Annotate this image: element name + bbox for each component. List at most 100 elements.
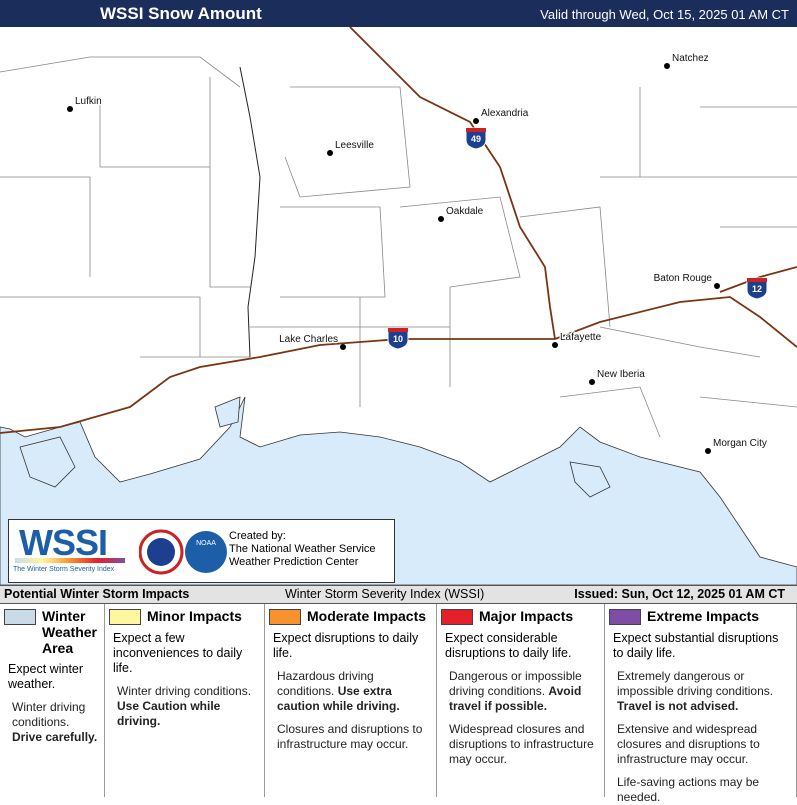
state-line [239, 66, 261, 358]
impact-bullet: Life-saving actions may be needed. [617, 775, 792, 805]
legend-header: Moderate Impacts [269, 608, 432, 625]
impacts-label: Potential Winter Storm Impacts [4, 587, 190, 601]
legend-header: Major Impacts [441, 608, 600, 625]
noaa-text: NOAA [196, 540, 216, 547]
bullet-text: Life-saving actions may be needed. [617, 775, 760, 804]
city-label: New Iberia [597, 369, 645, 380]
city-dot [340, 344, 346, 350]
city-label: Lufkin [75, 96, 102, 107]
city-label: Lafayette [560, 332, 602, 343]
summary: Expect considerable disruptions to daily… [445, 631, 572, 660]
city-dot [67, 106, 73, 112]
bullet-text: Extensive and widespread closures and di… [617, 722, 760, 766]
legend-header: Winter Weather Area [4, 608, 100, 656]
bullet-text: Widespread closures and disruptions to i… [449, 722, 594, 766]
city-dot [552, 342, 558, 348]
impact-bullet: Winter driving conditions. Use Caution w… [117, 684, 260, 729]
legend-column: Extreme Impacts Expect substantial disrup… [605, 604, 797, 804]
shield-number: 12 [752, 284, 762, 294]
city-dot [473, 118, 479, 124]
bullet-text: Dangerous or impossible driving conditio… [449, 669, 582, 698]
impact-bullet: Hazardous driving conditions. Use extra … [277, 669, 432, 714]
legend-column: Minor Impacts Expect a few inconveniences… [105, 604, 265, 797]
level-title: Winter Weather Area [42, 608, 97, 656]
swatch [609, 609, 641, 625]
city-label: Natchez [672, 53, 709, 64]
bullet-text: Winter driving conditions. [12, 700, 86, 729]
legend-column: Moderate Impacts Expect disruptions to da… [265, 604, 437, 797]
shield [387, 327, 409, 350]
interstate-12 [719, 266, 797, 293]
city-dot [589, 379, 595, 385]
bullet-text: Extremely dangerous or impossible drivin… [617, 669, 774, 698]
nws-center [147, 538, 175, 566]
impact-bullet: Extremely dangerous or impossible drivin… [617, 669, 792, 714]
bullet-text: Closures and disruptions to infrastructu… [277, 722, 423, 751]
city-dot [664, 63, 670, 69]
credit-line: Weather Prediction Center [229, 556, 359, 568]
bullet-emphasis: Drive carefully. [12, 730, 98, 744]
level-title: Moderate Impacts [307, 608, 427, 624]
shield [746, 277, 768, 300]
shields: 49 10 12 [387, 127, 768, 350]
swatch [441, 609, 473, 625]
legend-header: Extreme Impacts [609, 608, 792, 625]
swatch [269, 609, 301, 625]
agency-logos: NOAA [139, 529, 227, 575]
credit-line: Created by: [229, 530, 286, 542]
legend-header: Minor Impacts [109, 608, 260, 625]
summary: Expect disruptions to daily life. [273, 631, 419, 660]
valid-time: Valid through Wed, Oct 15, 2025 01 AM CT [540, 7, 789, 22]
city-dot [714, 283, 720, 289]
noaa-logo [185, 531, 227, 573]
city-label: Alexandria [481, 108, 529, 119]
bullet-emphasis: Use Caution while driving. [117, 699, 221, 728]
logo-box: WSSI The Winter Storm Severity Index NOA… [8, 519, 395, 583]
color-strip [15, 558, 125, 563]
summary: Expect substantial disruptions to daily … [613, 631, 779, 660]
county-lines [0, 56, 797, 438]
shield-number: 10 [393, 334, 403, 344]
city-label: Lake Charles [279, 334, 338, 345]
bullet-text: Winter driving conditions. [117, 684, 252, 698]
bullet-emphasis: Avoid travel if possible. [449, 684, 582, 713]
interstate-49 [349, 27, 556, 340]
map: Lufkin Leesville Alexandria Natchez Oakdale B… [0, 27, 797, 585]
header: WSSI Snow Amount Valid through Wed, Oct … [0, 0, 797, 27]
summary: Expect winter weather. [8, 662, 84, 691]
impact-bullet: Closures and disruptions to infrastructu… [277, 722, 432, 752]
shield [465, 127, 487, 150]
shield-number: 49 [471, 134, 481, 144]
bullet-emphasis: Use extra caution while driving. [277, 684, 400, 713]
level-title: Major Impacts [479, 608, 574, 624]
swatch [4, 609, 36, 625]
issued: Issued: Sun, Oct 12, 2025 01 AM CT [574, 587, 785, 601]
shield-top [388, 328, 408, 332]
bullet-emphasis: Travel is not advised. [617, 699, 739, 713]
bays [19, 396, 611, 498]
swatch [109, 609, 141, 625]
bullet-text: Hazardous driving conditions. [277, 669, 374, 698]
legend-column: Major Impacts Expect considerable disrupt… [437, 604, 605, 797]
shield-top [747, 278, 767, 282]
shield-top [466, 128, 486, 132]
level-title: Extreme Impacts [647, 608, 760, 624]
city-label: Morgan City [713, 438, 767, 449]
credit: Created by: The National Weather Service W… [229, 530, 376, 569]
legend-column: Winter Weather Area Expect winter weather… [0, 604, 105, 797]
summary: Expect a few inconveniences to daily lif… [113, 631, 243, 675]
impact-bullet: Widespread closures and disruptions to i… [449, 722, 600, 767]
legend: Winter Weather Area Expect winter weather… [0, 604, 797, 804]
level-title: Minor Impacts [147, 608, 242, 624]
cities: Lufkin Leesville Alexandria Natchez Oakdale B… [67, 52, 768, 454]
credit-line: The National Weather Service [229, 543, 376, 555]
city-label: Leesville [335, 140, 374, 151]
tagline: The Winter Storm Severity Index [13, 566, 115, 573]
city-label: Baton Rouge [654, 273, 713, 284]
city-dot [438, 216, 444, 222]
impact-bullet: Dangerous or impossible driving conditio… [449, 669, 600, 714]
city-dot [705, 448, 711, 454]
title: WSSI Snow Amount [100, 4, 262, 23]
impact-bullet: Extensive and widespread closures and di… [617, 722, 792, 767]
